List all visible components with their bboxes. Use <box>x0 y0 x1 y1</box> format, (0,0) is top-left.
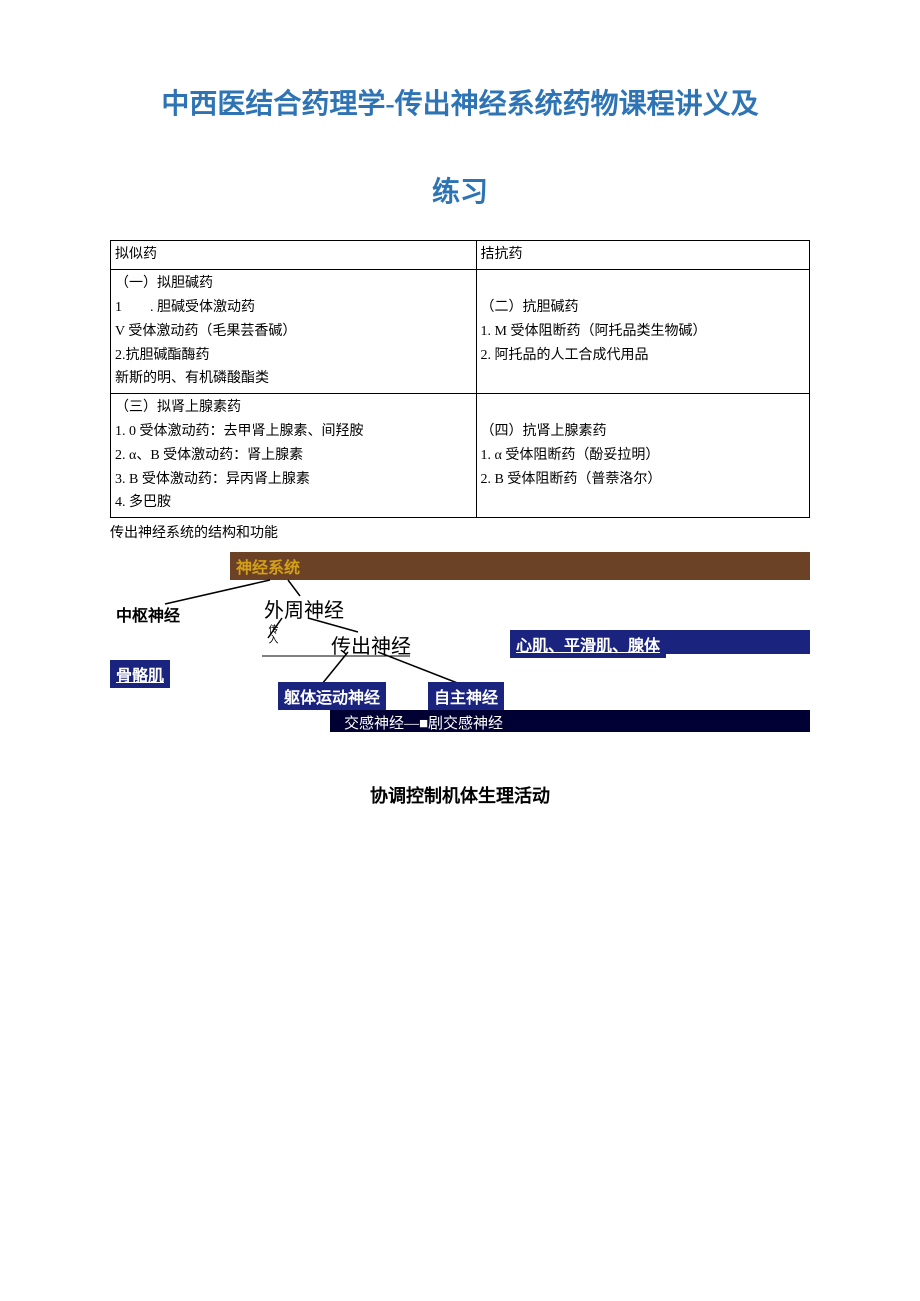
diagram-brown-bar <box>230 552 810 580</box>
col-header-mimetic: 拟似药 <box>111 241 477 270</box>
node-sympathetic: 交感神经—■剧交感神经 <box>338 710 509 735</box>
node-autonomic: 自主神经 <box>428 682 504 710</box>
cell-cholinergic-mimetic: （一）拟胆碱药 1 . 胆碱受体激动药 V 受体激动药（毛果芸香碱） 2.抗胆碱… <box>111 270 477 394</box>
conclusion-text: 协调控制机体生理活动 <box>110 782 810 808</box>
nervous-system-diagram: 神经系统 中枢神经 外周神经 传入 传出神经 心肌、平滑肌、腺体 骨骼肌 躯体运… <box>110 552 810 752</box>
page-title-line1: 中西医结合药理学-传出神经系统药物课程讲义及 <box>110 80 810 130</box>
node-somatic-motor: 躯体运动神经 <box>278 682 386 710</box>
cell-anticholinergic: （二）抗胆碱药 1. M 受体阻断药（阿托品类生物碱） 2. 阿托品的人工合成代… <box>476 270 810 394</box>
node-targets: 心肌、平滑肌、腺体 <box>510 630 666 658</box>
node-efferent-nervous: 传出神经 <box>325 628 417 661</box>
table-row: （一）拟胆碱药 1 . 胆碱受体激动药 V 受体激动药（毛果芸香碱） 2.抗胆碱… <box>111 270 810 394</box>
drug-classification-table: 拟似药 拮抗药 （一）拟胆碱药 1 . 胆碱受体激动药 V 受体激动药（毛果芸香… <box>110 240 810 518</box>
node-skeletal-muscle: 骨骼肌 <box>110 660 170 688</box>
cell-antiadrenergic: （四）抗肾上腺素药 1. α 受体阻断药（酚妥拉明） 2. B 受体阻断药（普萘… <box>476 394 810 518</box>
node-central-nervous: 中枢神经 <box>110 600 186 628</box>
node-nervous-system: 神经系统 <box>230 552 306 580</box>
table-header-row: 拟似药 拮抗药 <box>111 241 810 270</box>
col-header-antagonist: 拮抗药 <box>476 241 810 270</box>
table-row: （三）拟肾上腺素药 1. 0 受体激动药：去甲肾上腺素、间羟胺 2. α、B 受… <box>111 394 810 518</box>
node-afferent-glyph: 传入 <box>258 622 285 650</box>
node-peripheral-nervous: 外周神经 <box>258 592 350 625</box>
structure-section-label: 传出神经系统的结构和功能 <box>110 522 810 542</box>
cell-adrenergic-mimetic: （三）拟肾上腺素药 1. 0 受体激动药：去甲肾上腺素、间羟胺 2. α、B 受… <box>111 394 477 518</box>
page-title-line2: 练习 <box>110 170 810 210</box>
